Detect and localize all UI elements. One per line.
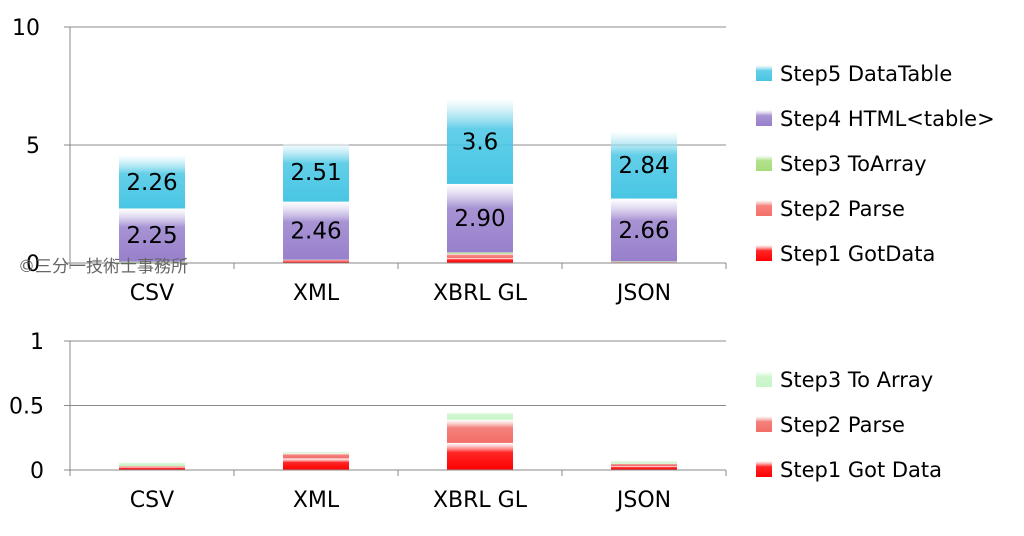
legend-swatch-step4-html-table	[756, 110, 772, 126]
legend-swatch-step2-parse	[756, 200, 772, 216]
legend-swatch-step3-toarray	[756, 155, 772, 171]
legend-label: Step2 Parse	[780, 197, 905, 221]
x-category-label: XML	[293, 281, 340, 306]
bar-step1-got-data-xml	[283, 458, 349, 470]
bar-step2-parse-xml	[283, 453, 349, 458]
bar-step2-parse-csv	[119, 466, 185, 467]
bar-step3-to-array-json	[611, 461, 677, 464]
legend-swatch-step2-parse	[756, 416, 772, 432]
legend-swatch-step1-gotdata	[756, 245, 772, 261]
data-label: 2.66	[618, 218, 669, 244]
x-category-label: CSV	[130, 488, 174, 513]
bottom-chart: 1 0.5 0 CSV XML XBRL GL JSON Step3 To Array Step…	[9, 330, 942, 513]
bar-step2-parse-xbrl-gl	[447, 420, 513, 443]
legend-label: Step4 HTML<table>	[780, 107, 995, 131]
data-label: 3.6	[462, 129, 499, 155]
bar-step3-toarray-xbrl-gl	[447, 252, 513, 253]
x-category-label: XBRL GL	[433, 281, 528, 306]
bar-step2-parse-xbrl-gl	[447, 254, 513, 258]
legend-label: Step2 Parse	[780, 413, 905, 437]
bar-step3-to-array-xbrl-gl	[447, 412, 513, 420]
data-label: 2.84	[618, 153, 669, 179]
data-label: 2.46	[290, 219, 341, 245]
y-tick-label: 0	[30, 459, 44, 484]
legend-swatch-step5-datatable	[756, 65, 772, 81]
bar-step3-to-array-xml	[283, 452, 349, 453]
legend-label: Step5 DataTable	[780, 62, 952, 86]
y-tick-label: 0.5	[9, 395, 44, 420]
x-category-label: JSON	[615, 281, 671, 306]
legend-swatch-step3-to-array	[756, 371, 772, 387]
watermark: ©三分一技術士事務所	[18, 257, 188, 277]
legend-label: Step1 Got Data	[780, 458, 942, 482]
y-tick-label: 1	[30, 330, 44, 355]
bar-step1-gotdata-xbrl-gl	[447, 258, 513, 263]
x-category-label: CSV	[130, 281, 174, 306]
bar-step1-got-data-json	[611, 466, 677, 470]
y-tick-label: 5	[26, 134, 40, 159]
x-category-label: XBRL GL	[433, 488, 528, 513]
data-label: 2.25	[126, 223, 177, 249]
bar-step2-parse-xml	[283, 260, 349, 261]
bar-step2-parse-json	[611, 464, 677, 467]
data-label: 2.51	[290, 160, 341, 186]
bar-step1-got-data-xbrl-gl	[447, 443, 513, 470]
data-label: 2.26	[126, 170, 177, 196]
bar-step3-to-array-csv	[119, 462, 185, 466]
legend-label: Step3 ToArray	[780, 152, 927, 176]
y-tick-label: 10	[12, 16, 40, 41]
x-category-label: XML	[293, 488, 340, 513]
legend-label: Step1 GotData	[780, 242, 935, 266]
data-label: 2.90	[454, 206, 505, 232]
legend-label: Step3 To Array	[780, 368, 933, 392]
x-category-label: JSON	[615, 488, 671, 513]
legend-swatch-step1-got-data	[756, 461, 772, 477]
